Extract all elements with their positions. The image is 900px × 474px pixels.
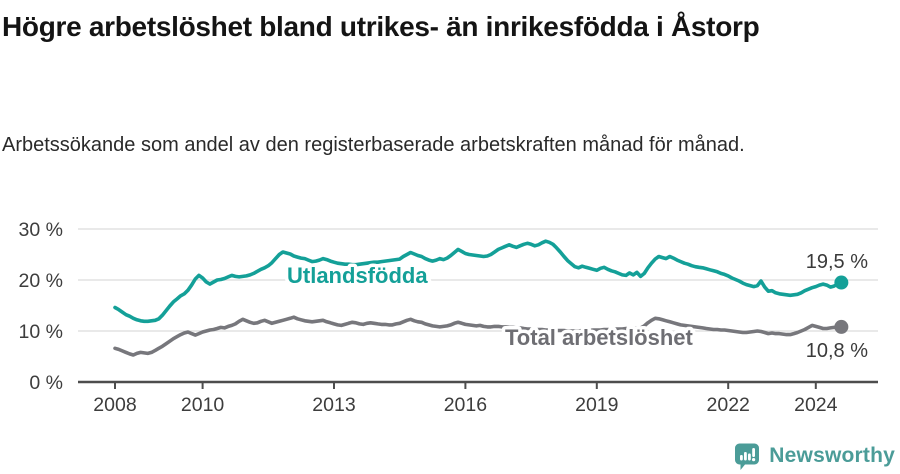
x-tick-label-2013: 2013 — [312, 394, 355, 416]
x-tick-label-2019: 2019 — [575, 394, 618, 416]
chart-title: Högre arbetslöshet bland utrikes- än inr… — [2, 11, 760, 42]
series-end-value-utlandsfodda: 19,5 % — [806, 251, 868, 273]
logo-exclamation-dot — [752, 458, 756, 462]
logo-bar-tall — [744, 452, 748, 461]
x-tick-label-2016: 2016 — [444, 394, 487, 416]
series-label-total: Total arbetslöshet — [505, 325, 694, 350]
y-tick-label-30: 30 % — [19, 219, 63, 241]
logo-bar-medium — [748, 453, 752, 461]
series-end-dot-utlandsfodda — [834, 275, 849, 290]
unemployment-line-chart: Utlandsfödda Total arbetslöshet 19,5 % 10,8… — [19, 219, 878, 416]
series-end-dot-total — [834, 319, 849, 334]
x-tick-label-2024: 2024 — [794, 394, 838, 416]
newsworthy-logo-icon — [735, 443, 760, 470]
x-tick-label-2010: 2010 — [181, 394, 225, 416]
logo-exclamation-bar — [752, 448, 756, 457]
x-tick-label-2008: 2008 — [93, 394, 136, 416]
series-end-value-total: 10,8 % — [806, 340, 868, 362]
chart-subtitle: Arbetssökande som andel av den registerb… — [2, 134, 745, 156]
x-tick-label-2022: 2022 — [707, 394, 750, 416]
series-line-utlandsfodda — [113, 239, 844, 324]
series-label-utlandsfodda: Utlandsfödda — [287, 263, 428, 288]
brand-name: Newsworthy — [769, 444, 895, 467]
y-tick-label-0: 0 % — [29, 372, 63, 394]
y-tick-label-20: 20 % — [19, 270, 63, 292]
logo-bar-small — [740, 455, 744, 461]
series-line-total — [113, 315, 844, 357]
newsworthy-brand: Newsworthy — [733, 441, 895, 471]
y-tick-label-10: 10 % — [19, 321, 63, 343]
